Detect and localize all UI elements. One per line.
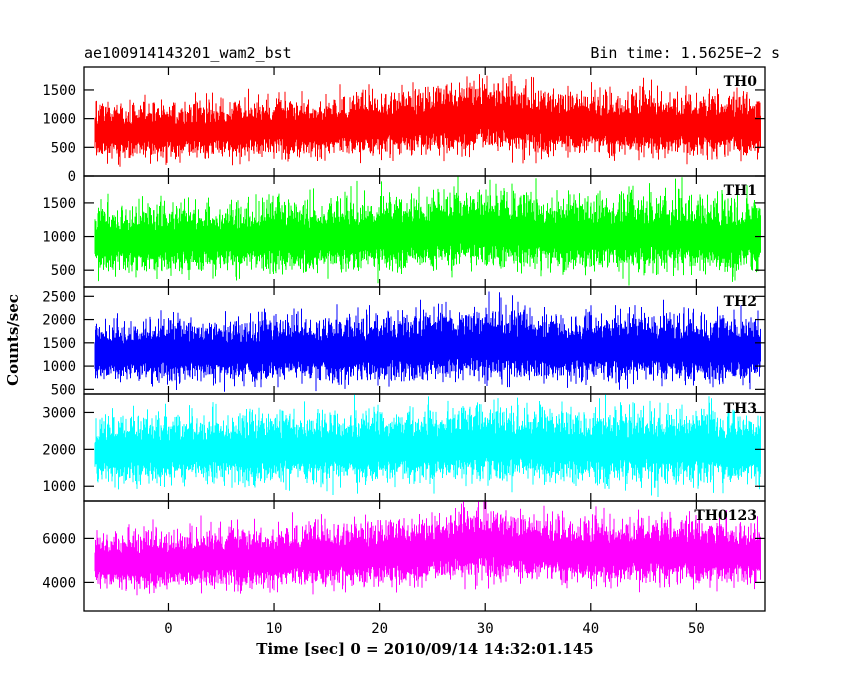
series-line-th1 [94, 176, 761, 286]
panel-label: TH2 [724, 294, 757, 310]
y-tick-label: 1500 [42, 196, 76, 212]
y-tick-label: 1000 [42, 479, 76, 495]
x-axis-label: Time [sec] 0 = 2010/09/14 14:32:01.145 [256, 640, 593, 658]
y-tick-label: 500 [51, 140, 76, 156]
panel-label: TH0 [724, 74, 758, 90]
x-tick-label: 40 [582, 621, 599, 637]
y-axis-label: Counts/sec [4, 294, 22, 386]
x-tick-label: 50 [688, 621, 705, 637]
panel-th1: 500 1000 1500 TH1 [42, 175, 766, 288]
panel-th3: 1000 2000 3000 TH3 [42, 393, 766, 502]
panel-frame [83, 500, 766, 612]
y-tick-label: 3000 [42, 405, 76, 421]
y-tick-label: 1500 [42, 336, 76, 352]
panel-th0: 0 500 1000 1500 TH0 [42, 66, 766, 185]
series-line-th0123 [94, 501, 761, 596]
x-tick-label: 0 [164, 621, 172, 637]
panel-label: TH0123 [694, 508, 757, 524]
series-line-th2 [94, 291, 761, 392]
x-axis: 0 10 20 30 40 50 [164, 621, 705, 637]
panel-th0123: 4000 6000 TH0123 [42, 500, 766, 612]
series-line-th3 [94, 394, 761, 497]
y-tick-label: 2500 [42, 289, 76, 305]
panels-group: 0 500 1000 1500 TH0 500 1000 1500 TH1 500 1000 1500… [42, 66, 766, 612]
y-tick-label: 1000 [42, 359, 76, 375]
y-tick-label: 500 [51, 263, 76, 279]
y-tick-label: 2000 [42, 442, 76, 458]
y-tick-label: 0 [68, 169, 76, 185]
y-tick-label: 500 [51, 382, 76, 398]
x-tick-label: 20 [371, 621, 388, 637]
y-tick-label: 4000 [42, 575, 76, 591]
panel-label: TH3 [724, 401, 757, 417]
bin-time-label: Bin time: 1.5625E−2 s [590, 44, 780, 62]
y-tick-label: 1500 [42, 83, 76, 99]
y-tick-label: 1000 [42, 112, 76, 128]
y-tick-label: 6000 [42, 531, 76, 547]
series-line-th0 [94, 74, 761, 167]
y-tick-label: 2000 [42, 313, 76, 329]
chart-title: ae100914143201_wam2_bst [84, 44, 292, 62]
panel-th2: 500 1000 1500 2000 2500 TH2 [42, 286, 766, 398]
x-tick-label: 10 [266, 621, 283, 637]
x-tick-label: 30 [477, 621, 494, 637]
y-tick-label: 1000 [42, 230, 76, 246]
panel-label: TH1 [724, 183, 757, 199]
